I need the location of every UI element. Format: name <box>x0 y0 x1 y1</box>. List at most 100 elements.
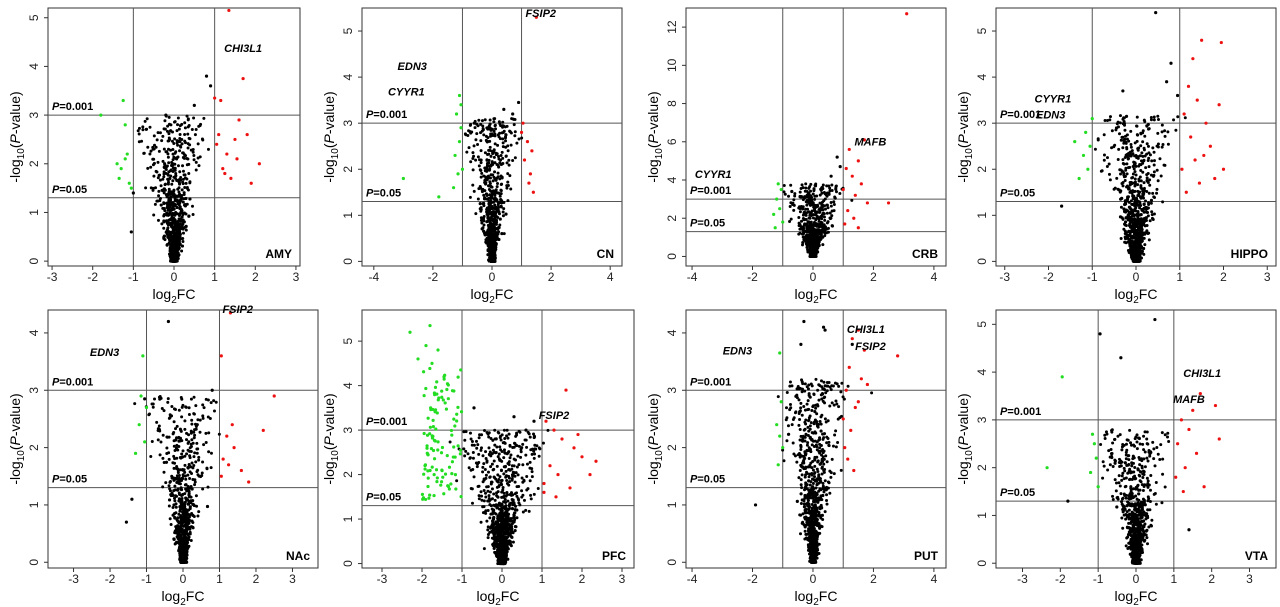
data-point <box>498 137 502 141</box>
up-point <box>530 149 534 153</box>
y-tick-label: 12 <box>665 20 679 34</box>
data-point <box>1161 200 1165 204</box>
data-point <box>468 195 472 199</box>
data-point <box>490 127 494 131</box>
data-point <box>173 461 177 465</box>
data-point <box>483 429 487 433</box>
data-point <box>474 138 478 142</box>
data-point <box>788 220 792 224</box>
data-point <box>1128 222 1132 226</box>
data-point <box>823 207 827 211</box>
x-tick-label: 2 <box>252 270 259 284</box>
data-point <box>1121 217 1125 221</box>
data-point <box>486 253 490 257</box>
data-point <box>189 449 193 453</box>
data-point <box>167 136 171 140</box>
data-point <box>1140 249 1144 253</box>
data-point <box>193 451 197 455</box>
data-point <box>1126 166 1130 170</box>
data-point <box>1158 157 1162 161</box>
data-point <box>193 428 197 432</box>
data-point <box>497 230 501 234</box>
data-point <box>1125 162 1129 166</box>
data-point <box>1127 215 1131 219</box>
data-point <box>469 160 473 164</box>
up-point <box>865 201 869 205</box>
data-point <box>208 416 212 420</box>
data-point <box>519 455 523 459</box>
data-point <box>787 194 791 198</box>
data-point <box>171 147 175 151</box>
data-point <box>496 164 500 168</box>
up-point <box>233 137 237 142</box>
down-point <box>459 103 463 107</box>
data-point <box>187 123 191 127</box>
data-point <box>178 439 182 443</box>
data-point <box>817 243 821 247</box>
data-point <box>1151 146 1155 150</box>
data-point <box>162 170 166 174</box>
down-point <box>137 423 141 427</box>
y-tick-label: 1 <box>27 209 41 216</box>
data-point <box>817 219 821 223</box>
data-point <box>1143 217 1147 222</box>
data-point <box>201 487 205 491</box>
data-point <box>1155 191 1159 195</box>
data-point <box>1152 195 1156 199</box>
data-point <box>162 187 166 191</box>
gene-label: EDN3 <box>398 61 427 73</box>
y-tick-label: 0 <box>975 258 989 265</box>
data-point <box>189 148 193 152</box>
x-tick-label: -2 <box>105 572 116 586</box>
down-point <box>99 113 103 117</box>
data-point <box>137 140 141 144</box>
data-point <box>1152 159 1156 163</box>
data-point <box>808 238 813 242</box>
data-point <box>1142 181 1146 185</box>
data-point <box>210 388 214 392</box>
data-point <box>175 464 179 468</box>
data-point <box>481 217 486 221</box>
data-point <box>819 235 823 239</box>
data-point <box>153 202 157 206</box>
data-point <box>825 203 829 207</box>
data-point <box>161 433 165 437</box>
x-tick-label: 2 <box>253 572 260 586</box>
data-point <box>813 197 817 201</box>
data-point <box>162 409 166 413</box>
data-point <box>184 405 188 409</box>
data-point <box>1119 205 1123 209</box>
data-point <box>1132 160 1136 164</box>
data-point <box>829 204 833 208</box>
data-point <box>808 246 812 250</box>
data-point <box>162 202 166 206</box>
data-point <box>184 559 188 563</box>
data-point <box>1148 183 1152 187</box>
data-point <box>476 124 480 128</box>
data-point <box>508 174 512 178</box>
data-point <box>212 399 216 403</box>
data-point <box>499 174 503 178</box>
data-point <box>171 170 175 174</box>
data-point <box>1102 158 1106 162</box>
data-point <box>176 231 180 235</box>
data-point <box>180 244 185 248</box>
y-tick-label: 6 <box>665 138 679 145</box>
data-point <box>177 445 181 449</box>
data-point <box>830 224 834 228</box>
data-point <box>1149 201 1153 205</box>
data-point <box>192 158 196 162</box>
x-axis-label: log2FC <box>162 588 205 607</box>
data-point <box>1102 153 1106 157</box>
data-point <box>1138 223 1142 227</box>
data-point <box>150 440 154 444</box>
y-tick-label: 5 <box>27 14 41 21</box>
data-point <box>488 118 492 122</box>
data-point <box>175 198 179 202</box>
down-point <box>781 220 785 224</box>
up-point <box>232 446 236 450</box>
data-point <box>493 206 497 210</box>
data-point <box>187 525 191 530</box>
data-point <box>493 199 497 203</box>
data-point <box>177 545 182 550</box>
